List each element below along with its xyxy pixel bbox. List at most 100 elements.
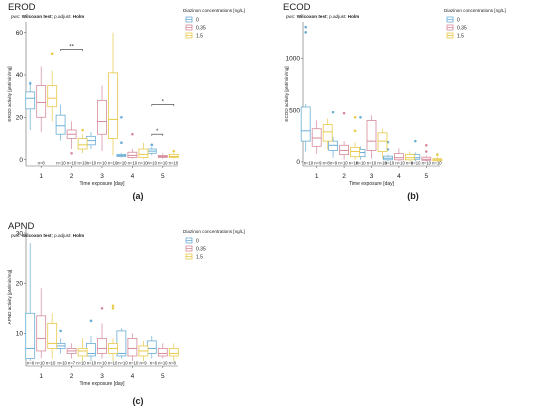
y-tick-label: 30 [16,230,24,237]
outlier-point [359,116,362,119]
box-iqr [350,146,361,158]
subtitle-adjust: Holm [73,233,84,238]
n-label: n=6 n=10 n=8 [150,361,177,366]
y-axis-label: APND activity [pM/min/mg] [7,270,12,325]
n-label: n=10 n=10 n=10 [356,161,387,166]
box-iqr [366,120,377,151]
legend: Diazinon concentrations [ng/L] 0 0.35 1.5 [183,229,245,261]
outlier-point [172,149,176,153]
legend-title: Diazinon concentrations [ng/L] [183,8,245,13]
box-0.35-day-5 [157,153,168,159]
x-tick-label: 5 [424,173,428,180]
outlier-point [342,111,346,115]
box-1.5-day-2 [350,116,361,160]
box-iqr [108,72,118,139]
subtitle-prefix: pwc: [11,233,22,238]
box-0.35-day-2 [66,343,77,359]
box-1.5-day-4 [138,142,149,159]
box-iqr [393,153,404,161]
x-axis-label: Time exposure [day] [349,181,395,187]
box-iqr [77,138,88,150]
x-tick-label: 3 [370,173,374,180]
box-0.35-day-1 [311,120,322,154]
n-label: n=10 n=9 n=8 [304,161,331,166]
legend: Diazinon concentrations [ng/L] 0 0.35 1.5 [444,8,506,40]
outlier-point [111,304,115,308]
box-iqr [127,151,138,158]
box-0.35-day-4 [127,132,138,159]
box-iqr [404,154,415,161]
panel-label: (b) [407,191,419,201]
box-0.35-day-4 [127,333,138,361]
y-axis-label: ECOD activity [pM/min/mg] [284,66,289,121]
subtitle-adjust: Holm [348,14,359,19]
chart-subtitle: pwc: Wilcoxon test; p.adjust: Holm [11,233,84,238]
y-tick-label: 1000 [286,56,301,63]
n-label: n=10 n=10 n=10 [87,161,118,166]
legend: Diazinon concentrations [ng/L] 0 0.35 1.5 [183,8,245,40]
x-tick-label: 2 [342,173,346,180]
y-tick-label: 10 [16,331,24,338]
box-iqr [25,312,36,359]
n-label: n=10 n=10 n=9 [118,361,147,366]
y-tick-label: 500 [289,107,300,114]
box-1.5-day-1 [322,118,333,150]
x-tick-label: 4 [131,373,135,380]
box-iqr [36,315,47,352]
box-iqr [138,148,149,158]
outlier-point [353,129,357,133]
box-1.5-day-4 [138,340,149,361]
box-iqr [47,85,58,108]
box-0-day-2 [55,329,66,354]
box-iqr [77,348,88,357]
legend-label: 0 [196,18,199,24]
box-iqr [328,140,339,151]
n-label: n=10 n=10 n=10 [147,161,178,166]
box-iqr [322,124,333,142]
panel-label: (c) [133,396,144,406]
box-1.5-day-2 [77,128,88,154]
box-iqr [300,106,311,142]
box-1.5-day-3 [108,32,118,156]
x-tick-label: 1 [315,173,319,180]
box-iqr [157,348,168,357]
legend-label: 0.35 [196,26,206,32]
box-1.5-day-3 [108,304,118,361]
n-label: n=9 n=10 n=10 [330,161,359,166]
box-iqr [146,340,157,354]
box-0.35-day-1 [36,66,47,133]
legend-label: 1.5 [196,34,203,40]
box-iqr [377,132,388,152]
box-1.5-day-5 [432,153,443,162]
x-tick-label: 4 [131,173,135,180]
subtitle-test: Wilcoxon test [22,14,52,19]
outlier-point [150,143,154,147]
x-tick-label: 1 [39,173,43,180]
box-iqr [168,153,179,158]
outlier-point [131,132,134,136]
outlier-point [304,25,308,29]
box-0-day-1 [25,81,36,130]
box-0.35-day-1 [36,288,47,359]
box-iqr [127,337,138,357]
box-0-day-5 [146,335,157,359]
box-iqr [97,99,107,135]
legend-label: 0 [196,239,199,245]
box-0-day-1 [25,243,36,361]
box-0.35-day-2 [339,111,350,160]
significance-label: * [156,129,159,135]
panel-label: (a) [133,191,144,201]
box-iqr [311,128,322,147]
box-iqr [36,85,47,118]
n-label: n=10 n=10 n=10 [117,161,148,166]
box-iqr [47,322,58,349]
chart-subtitle: pwc: Wilcoxon test; p.adjust: Holm [286,14,359,19]
y-tick-label: 0 [296,159,300,166]
box-1.5-day-5 [168,149,179,159]
outlier-point [100,306,104,310]
x-axis-label: Time exposure [day] [79,181,125,187]
